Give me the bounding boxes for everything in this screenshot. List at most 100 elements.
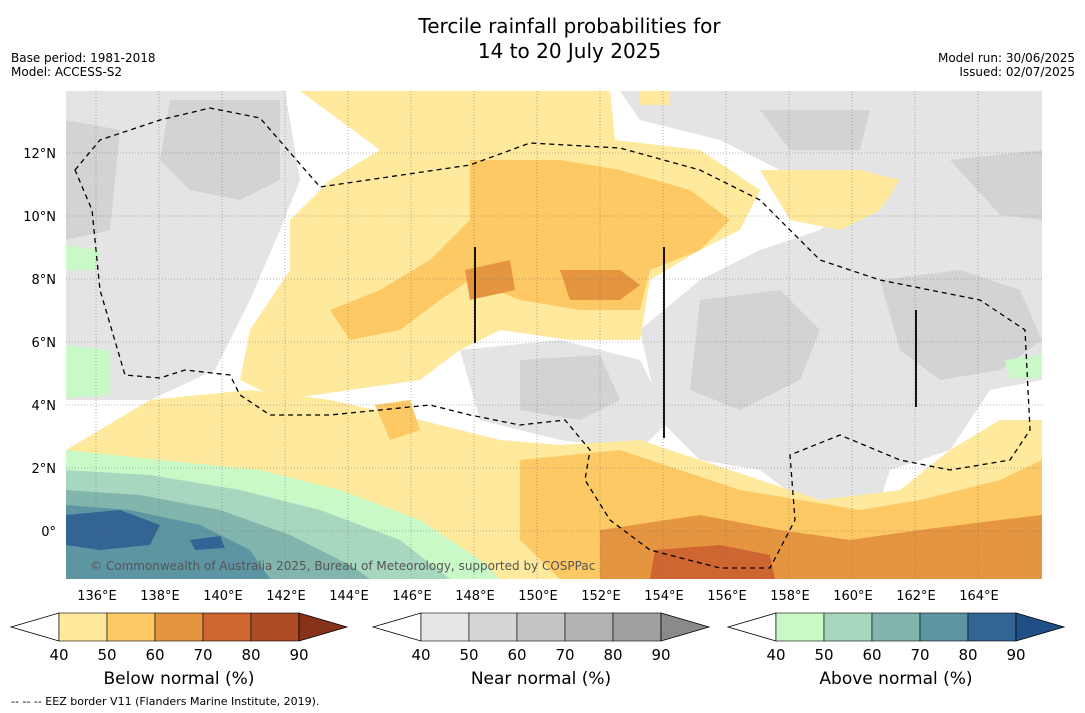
x-tick-label: 136°E bbox=[77, 589, 117, 604]
colorbar-2: 40 50 60 70 80 90 Near normal (%) bbox=[371, 612, 711, 689]
base-period: Base period: 1981-2018 bbox=[11, 51, 156, 65]
y-tick-label: 8°N bbox=[32, 273, 57, 288]
near-normal-region bbox=[160, 100, 280, 200]
map-plot-area: © Commonwealth of Australia 2025, Bureau… bbox=[66, 91, 1042, 579]
near-normal-region bbox=[520, 355, 620, 420]
title-line-1: Tercile rainfall probabilities for bbox=[418, 14, 721, 38]
map-gridlines bbox=[66, 91, 1042, 579]
colorbar-tick-label: 50 bbox=[814, 646, 833, 664]
colorbar-tick-label: 40 bbox=[49, 646, 68, 664]
below-normal-region bbox=[760, 170, 900, 230]
x-tick-label: 140°E bbox=[203, 589, 243, 604]
x-tick-label: 148°E bbox=[455, 589, 495, 604]
colorbar-segment bbox=[516, 612, 566, 642]
y-ticks: 12°N 10°N 8°N 6°N 4°N 2°N 0° bbox=[23, 147, 56, 540]
colorbar-tick-label: 60 bbox=[145, 646, 164, 664]
colorbar-tick-label: 50 bbox=[97, 646, 116, 664]
colorbar-segment bbox=[202, 612, 252, 642]
colorbar-title: Above normal (%) bbox=[819, 669, 972, 689]
x-tick-label: 154°E bbox=[644, 589, 684, 604]
issued-date: Issued: 02/07/2025 bbox=[959, 65, 1075, 79]
model-name: Model: ACCESS-S2 bbox=[11, 65, 123, 79]
near-normal-region bbox=[950, 150, 1042, 220]
colorbar-segment bbox=[919, 612, 969, 642]
copyright-text: © Commonwealth of Australia 2025, Bureau… bbox=[90, 559, 595, 573]
colorbar-tick-label: 60 bbox=[862, 646, 881, 664]
meta-left: Base period: 1981-2018 Model: ACCESS-S2 bbox=[11, 51, 156, 79]
eez-borders bbox=[74, 107, 1031, 569]
colorbar-left-extend bbox=[371, 612, 422, 642]
colorbar-tick-label: 80 bbox=[958, 646, 977, 664]
colorbar-right-extend bbox=[298, 612, 349, 642]
colorbar-tick-label: 70 bbox=[555, 646, 574, 664]
colorbar-segment bbox=[250, 612, 300, 642]
x-tick-label: 156°E bbox=[707, 589, 747, 604]
x-tick-label: 162°E bbox=[896, 589, 936, 604]
colorbar-segment bbox=[564, 612, 614, 642]
above-normal-region bbox=[66, 510, 160, 550]
colorbar-tick-label: 70 bbox=[910, 646, 929, 664]
colorbar-left-extend bbox=[726, 612, 777, 642]
colorbar-right-extend bbox=[660, 612, 711, 642]
colorbar-segment bbox=[967, 612, 1017, 642]
colorbar-tick-label: 90 bbox=[651, 646, 670, 664]
x-tick-label: 138°E bbox=[140, 589, 180, 604]
below-normal-region bbox=[375, 400, 420, 440]
above-normal-region bbox=[1005, 355, 1042, 378]
above-normal-region bbox=[66, 345, 110, 398]
colorbar-tick-label: 80 bbox=[603, 646, 622, 664]
above-normal-region bbox=[66, 245, 100, 270]
below-normal-region bbox=[330, 160, 730, 340]
x-tick-label: 146°E bbox=[392, 589, 432, 604]
y-tick-label: 4°N bbox=[32, 399, 57, 414]
colorbar-tick-label: 70 bbox=[193, 646, 212, 664]
below-normal-region bbox=[640, 91, 670, 105]
x-tick-label: 160°E bbox=[833, 589, 873, 604]
x-ticks: 136°E 138°E 140°E 142°E 144°E 146°E 148°… bbox=[77, 589, 999, 604]
colorbar-segment bbox=[823, 612, 873, 642]
near-normal-region bbox=[66, 120, 120, 240]
below-normal-region bbox=[560, 270, 640, 300]
model-run: Model run: 30/06/2025 bbox=[937, 51, 1075, 65]
near-normal-region bbox=[760, 110, 870, 150]
colorbar-segment bbox=[58, 612, 108, 642]
near-normal-region bbox=[690, 290, 820, 410]
colorbar-1: 40 50 60 70 80 90 Below normal (%) bbox=[9, 612, 349, 689]
below-normal-region bbox=[650, 545, 775, 579]
colorbar-tick-label: 50 bbox=[459, 646, 478, 664]
map-title: Tercile rainfall probabilities for 14 to… bbox=[0, 14, 1085, 64]
colorbar-left-extend bbox=[9, 612, 60, 642]
y-tick-label: 0° bbox=[41, 525, 56, 540]
colorbar-segment bbox=[871, 612, 921, 642]
colorbars: 40 50 60 70 80 90 Below normal (%) 40 50 60 70 80 90… bbox=[9, 612, 1066, 689]
colorbar-segment bbox=[468, 612, 518, 642]
x-tick-label: 152°E bbox=[581, 589, 621, 604]
colorbar-tick-label: 60 bbox=[507, 646, 526, 664]
title-line-2: 14 to 20 July 2025 bbox=[477, 39, 662, 63]
colorbar-tick-label: 80 bbox=[241, 646, 260, 664]
colorbar-segment bbox=[775, 612, 825, 642]
y-tick-label: 10°N bbox=[23, 210, 56, 225]
colorbar-segment bbox=[612, 612, 662, 642]
colorbar-title: Near normal (%) bbox=[471, 669, 611, 689]
colorbar-right-extend bbox=[1015, 612, 1066, 642]
x-tick-label: 142°E bbox=[266, 589, 306, 604]
colorbar-tick-label: 40 bbox=[766, 646, 785, 664]
colorbar-tick-label: 40 bbox=[411, 646, 430, 664]
near-normal-region bbox=[880, 270, 1042, 380]
meta-right: Model run: 30/06/2025 Issued: 02/07/2025 bbox=[938, 51, 1075, 79]
colorbar-segment bbox=[420, 612, 470, 642]
x-tick-label: 150°E bbox=[518, 589, 558, 604]
x-tick-label: 144°E bbox=[329, 589, 369, 604]
colorbar-3: 40 50 60 70 80 90 Above normal (%) bbox=[726, 612, 1066, 689]
above-normal-region bbox=[190, 536, 225, 550]
y-tick-label: 6°N bbox=[32, 336, 57, 351]
colorbar-tick-label: 90 bbox=[289, 646, 308, 664]
x-tick-label: 164°E bbox=[959, 589, 999, 604]
colorbar-segment bbox=[154, 612, 204, 642]
colorbar-segment bbox=[106, 612, 156, 642]
y-tick-label: 2°N bbox=[32, 462, 57, 477]
colorbar-tick-label: 90 bbox=[1006, 646, 1025, 664]
colorbar-title: Below normal (%) bbox=[104, 669, 255, 689]
